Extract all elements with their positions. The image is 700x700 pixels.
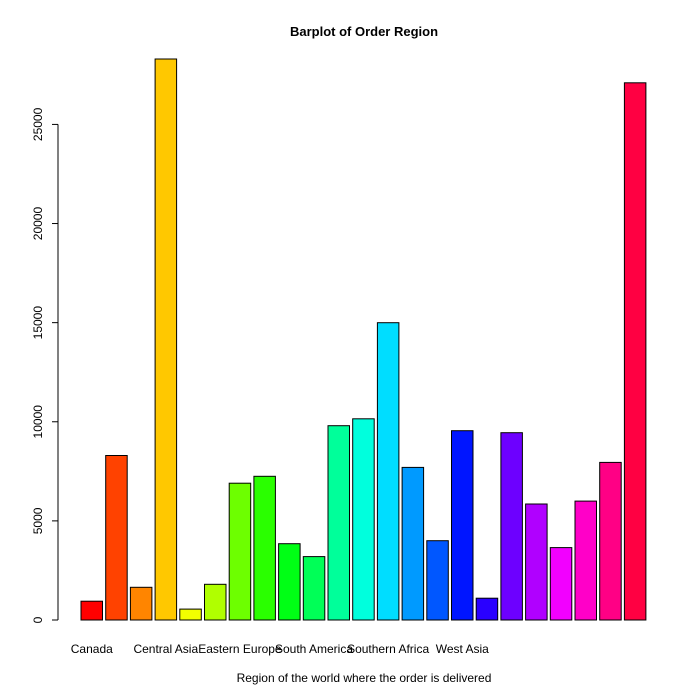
x-tick-label: South America xyxy=(275,642,353,656)
x-tick-label: Southern Africa xyxy=(347,642,429,656)
bar-14 xyxy=(401,466,425,621)
x-tick-label: Central Asia xyxy=(133,642,198,656)
y-tick-label: 25000 xyxy=(31,107,45,141)
bar-17 xyxy=(475,597,499,621)
y-tick-label: 20000 xyxy=(31,207,45,241)
bar-19 xyxy=(525,503,548,621)
bar-13 xyxy=(376,322,400,621)
bar-5 xyxy=(179,608,202,621)
x-tick-label: Eastern Europe xyxy=(198,642,282,656)
bar-21 xyxy=(574,500,597,621)
bar-10 xyxy=(302,556,326,621)
bar-16 xyxy=(451,430,474,621)
bar-9 xyxy=(278,543,301,621)
y-tick-label: 5000 xyxy=(31,507,45,534)
bar-7 xyxy=(228,482,252,621)
bar-22 xyxy=(599,461,622,621)
bar-15 xyxy=(426,540,449,621)
chart-title: Barplot of Order Region xyxy=(290,24,438,39)
bar-3 xyxy=(129,586,153,621)
bar-1 xyxy=(80,600,103,621)
y-tick-label: 15000 xyxy=(31,306,45,340)
bar-2 xyxy=(105,455,128,621)
bar-11 xyxy=(327,425,350,621)
y-tick-label: 10000 xyxy=(31,405,45,439)
bars-group xyxy=(80,58,647,621)
bar-8 xyxy=(253,475,276,621)
bar-6 xyxy=(204,583,227,621)
x-tick-label: Canada xyxy=(71,642,113,656)
bar-18 xyxy=(500,432,523,621)
bar-23 xyxy=(623,82,647,621)
y-axis: 0 5000 10000 15000 20000 25000 xyxy=(31,107,59,623)
y-tick-label: 0 xyxy=(31,616,45,623)
x-axis-title: Region of the world where the order is d… xyxy=(237,671,492,685)
bar-4 xyxy=(154,58,178,621)
bar-12 xyxy=(352,418,375,621)
bar-20 xyxy=(549,547,573,621)
x-tick-label: West Asia xyxy=(436,642,489,656)
